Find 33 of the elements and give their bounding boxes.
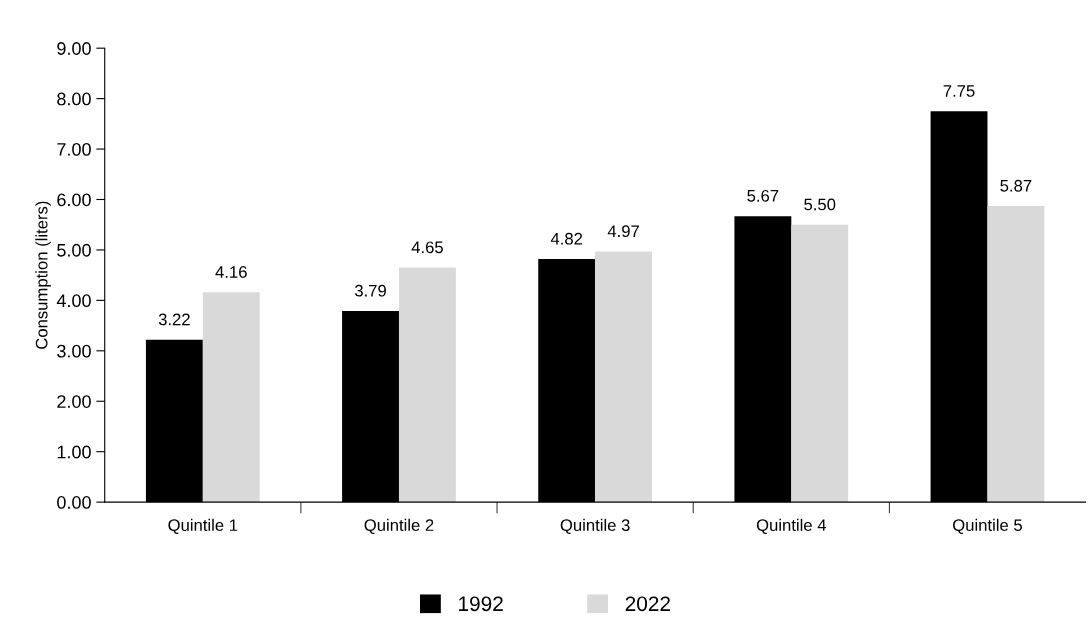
y-tick-label: 7.00 — [57, 142, 91, 156]
data-label: 4.82 — [550, 232, 583, 245]
x-tick-label: Quintile 1 — [168, 518, 238, 535]
bar — [987, 206, 1045, 503]
legend-label: 1992 — [459, 596, 503, 612]
x-tick-label: Quintile 3 — [560, 518, 630, 535]
data-label: 4.16 — [215, 266, 247, 278]
bar — [202, 292, 260, 503]
data-label: 4.97 — [607, 225, 639, 238]
data-label: 7.75 — [943, 85, 975, 97]
data-label: 5.67 — [747, 189, 779, 202]
y-tick-label: 5.00 — [57, 243, 91, 257]
y-tick-label: 4.00 — [56, 294, 91, 308]
bar — [791, 224, 849, 503]
data-label: 3.22 — [158, 313, 190, 326]
bar — [398, 267, 456, 503]
y-tick-label: 0.00 — [57, 496, 91, 509]
y-tick-label: 2.00 — [57, 395, 91, 408]
data-label: 5.50 — [804, 198, 836, 211]
data-label: 5.87 — [1000, 179, 1032, 192]
legend-label: 2022 — [625, 596, 670, 612]
y-tick-label: 6.00 — [57, 193, 91, 207]
y-axis-title: Consumption (liters) — [35, 201, 51, 349]
x-tick-label: Quintile 2 — [364, 518, 434, 535]
data-label: 3.79 — [354, 284, 386, 297]
y-tick-label: 3.00 — [57, 344, 91, 358]
data-label: 4.65 — [411, 241, 443, 254]
y-tick-label: 1.00 — [57, 445, 91, 459]
x-tick-label: Quintile 5 — [953, 518, 1022, 535]
x-tick-label: Quintile 4 — [756, 518, 827, 535]
y-tick-label: 9.00 — [57, 42, 91, 55]
y-tick-label: 8.00 — [57, 92, 91, 106]
bar — [595, 251, 653, 503]
